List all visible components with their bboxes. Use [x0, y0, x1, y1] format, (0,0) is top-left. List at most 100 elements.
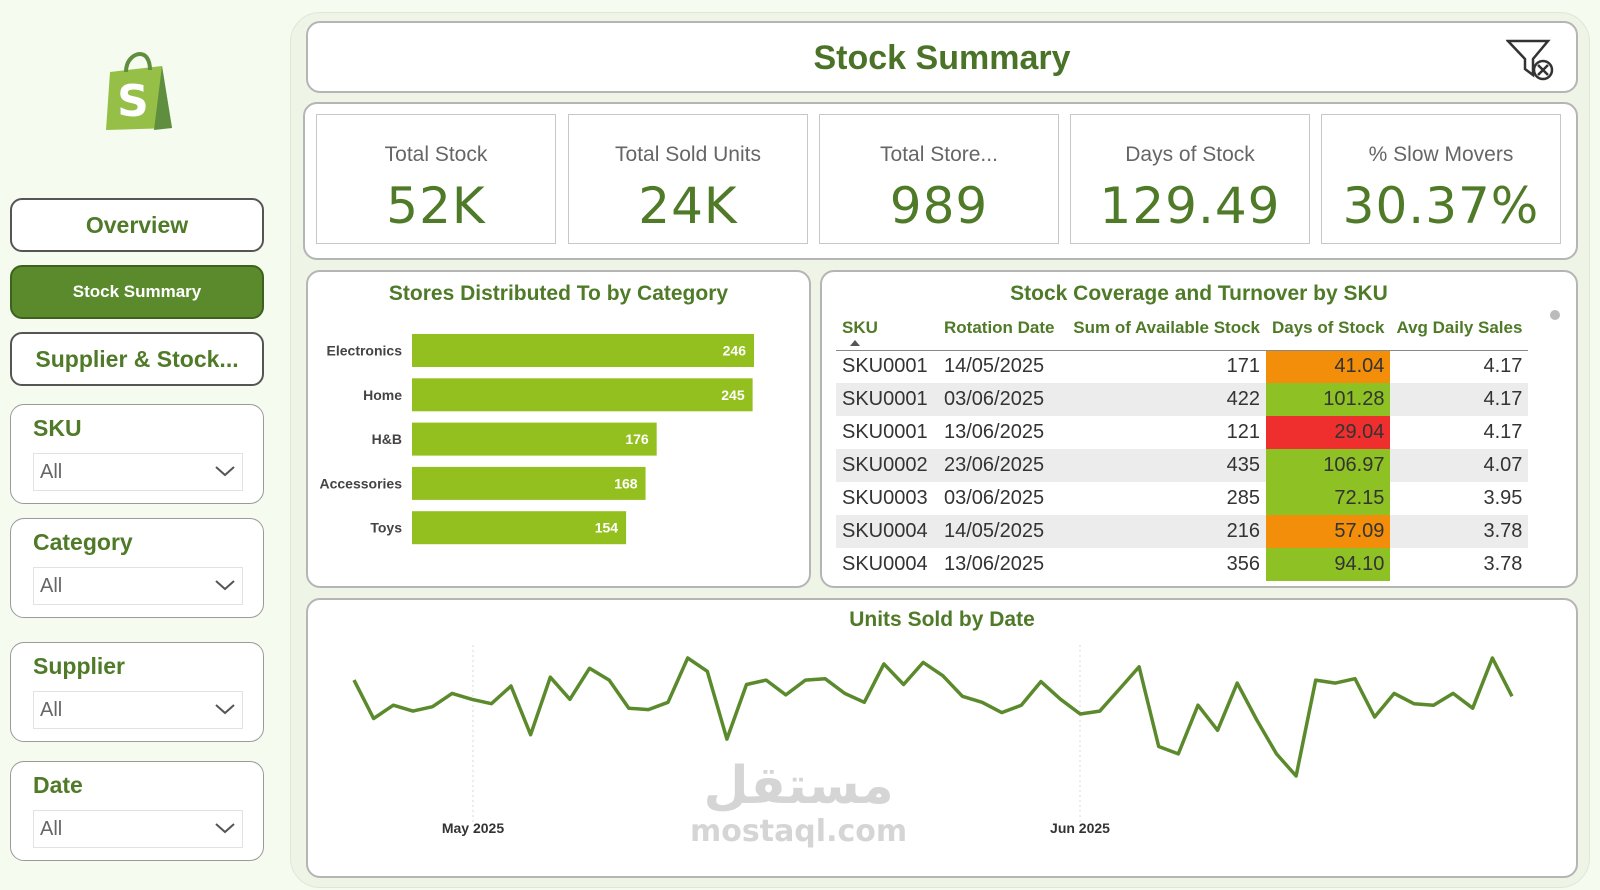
table-row[interactable]: SKU0001 03/06/2025 422 101.28 4.17 [836, 383, 1529, 416]
sku-table: SKU Rotation Date Sum of Available Stock… [836, 314, 1529, 581]
bar-value-label: 176 [625, 431, 649, 447]
bar-category-label: Electronics [327, 343, 403, 359]
bar-category-label: Toys [370, 520, 402, 536]
table-row[interactable]: SKU0003 03/06/2025 285 72.15 3.95 [836, 482, 1528, 515]
chevron-down-icon [215, 580, 235, 591]
table-title: Stock Coverage and Turnover by SKU [1010, 282, 1388, 305]
sort-ascending-icon [850, 340, 860, 346]
kpi-value: 30.37% [1342, 177, 1540, 235]
kpi-label: Total Sold Units [615, 143, 761, 166]
bar[interactable] [412, 334, 754, 367]
kpi-value: 989 [889, 177, 989, 235]
cell-available-stock: 422 [1066, 383, 1266, 416]
kpi-days-of-stock: Days of Stock 129.49 [1070, 114, 1310, 244]
chevron-down-icon [215, 823, 235, 834]
column-header-available-stock[interactable]: Sum of Available Stock [1066, 314, 1266, 351]
watermark: مستقل mostaql.com [690, 758, 907, 849]
cell-available-stock: 216 [1066, 515, 1266, 548]
clear-filter-icon[interactable] [1506, 37, 1554, 83]
sku-slicer: SKU All [10, 404, 264, 504]
cell-sku: SKU0004 [842, 553, 928, 575]
cell-avg-daily-sales: 4.17 [1483, 421, 1523, 443]
bar-category-label: Accessories [319, 475, 402, 491]
cell-avg-daily-sales: 4.17 [1390, 383, 1529, 416]
bar-value-label: 154 [595, 520, 619, 536]
bar[interactable] [412, 422, 657, 456]
units-sold-line[interactable] [352, 656, 1514, 778]
cell-sku: SKU0001 [836, 383, 938, 416]
bar[interactable] [412, 466, 646, 500]
chevron-down-icon [215, 704, 235, 715]
sku-coverage-table: Stock Coverage and Turnover by SKU SKU R… [820, 270, 1578, 588]
cell-avg-daily-sales: 3.95 [1483, 487, 1523, 509]
cell-days-of-stock: 29.04 [1266, 416, 1391, 449]
column-header-avg-daily-sales[interactable]: Avg Daily Sales [1390, 314, 1529, 351]
cell-rotation-date: 14/05/2025 [938, 515, 1066, 548]
column-header-label: SKU [842, 318, 878, 337]
date-dropdown[interactable]: All [33, 810, 243, 848]
bar-value-label: 245 [721, 387, 745, 403]
table-row[interactable]: SKU0002 23/06/2025 435 106.97 4.07 [836, 449, 1529, 482]
nav-stock-summary-button[interactable]: Stock Summary [10, 265, 264, 319]
cell-avg-daily-sales: 4.17 [1483, 355, 1523, 378]
column-header-rotation-date[interactable]: Rotation Date [938, 314, 1066, 351]
nav-supplier-stock-button[interactable]: Supplier & Stock... [10, 332, 264, 386]
cell-available-stock: 171 [1226, 355, 1260, 378]
column-header-days-of-stock[interactable]: Days of Stock [1266, 314, 1391, 351]
cell-rotation-date: 13/06/2025 [944, 553, 1045, 575]
cell-rotation-date: 23/06/2025 [938, 449, 1066, 482]
kpi-total-stores: Total Store... 989 [819, 114, 1059, 244]
cell-available-stock: 121 [1226, 421, 1260, 443]
bar[interactable] [412, 511, 627, 545]
x-tick-label: Jun 2025 [1050, 820, 1110, 836]
cell-avg-daily-sales: 4.07 [1390, 449, 1529, 482]
bar-category-label: Home [363, 387, 402, 403]
table-header-row: SKU Rotation Date Sum of Available Stock… [836, 314, 1529, 351]
chevron-down-icon [215, 466, 235, 477]
page-title: Stock Summary [813, 39, 1071, 77]
kpi-label: Total Store... [880, 143, 998, 166]
cell-sku: SKU0004 [836, 515, 938, 548]
table-row[interactable]: SKU0004 13/06/2025 356 94.10 3.78 [836, 548, 1528, 581]
scrollbar-thumb[interactable] [1550, 310, 1560, 320]
line-chart-svg: May 2025 Jun 2025 [352, 645, 1514, 836]
category-dropdown-value: All [40, 574, 63, 597]
stores-by-category-chart: Stores Distributed To by Category Electr… [306, 270, 811, 588]
cell-avg-daily-sales: 3.78 [1390, 515, 1529, 548]
category-dropdown[interactable]: All [33, 567, 243, 605]
kpi-label: Total Stock [384, 143, 488, 166]
category-slicer: Category All [10, 518, 264, 618]
column-header-sku[interactable]: SKU [836, 314, 938, 351]
supplier-dropdown[interactable]: All [33, 691, 243, 729]
cell-rotation-date: 14/05/2025 [944, 355, 1045, 378]
watermark-arabic: مستقل [703, 756, 894, 816]
cell-available-stock: 285 [1226, 487, 1260, 509]
kpi-label: % Slow Movers [1368, 143, 1514, 166]
bar-category-label: H&B [372, 431, 402, 447]
kpi-value: 52K [386, 177, 486, 235]
x-tick-label: May 2025 [442, 820, 504, 836]
cell-available-stock: 435 [1066, 449, 1266, 482]
cell-days-of-stock: 57.09 [1266, 515, 1391, 548]
sku-dropdown[interactable]: All [33, 453, 243, 491]
cell-available-stock: 356 [1226, 553, 1260, 575]
watermark-latin: mostaql.com [690, 814, 908, 849]
cell-days-of-stock: 72.15 [1266, 482, 1391, 515]
sku-slicer-title: SKU [33, 415, 82, 441]
bar[interactable] [412, 378, 753, 412]
cell-avg-daily-sales: 3.78 [1483, 553, 1523, 575]
cell-days-of-stock: 106.97 [1266, 449, 1391, 482]
nav-overview-button[interactable]: Overview [10, 198, 264, 252]
cell-days-of-stock: 94.10 [1266, 548, 1391, 581]
units-sold-by-date-chart: Units Sold by Date May 2025 Jun 2025 [306, 598, 1578, 878]
kpi-label: Days of Stock [1125, 143, 1255, 166]
cell-sku: SKU0001 [842, 355, 928, 378]
cell-rotation-date: 03/06/2025 [938, 383, 1066, 416]
kpi-value: 129.49 [1099, 177, 1281, 235]
table-row[interactable]: SKU0001 13/06/2025 121 29.04 4.17 [836, 416, 1528, 449]
cell-rotation-date: 13/06/2025 [944, 421, 1045, 443]
table-row[interactable]: SKU0001 14/05/2025 171 41.04 4.17 [836, 350, 1528, 383]
cell-sku: SKU0002 [836, 449, 938, 482]
supplier-slicer: Supplier All [10, 642, 264, 742]
table-row[interactable]: SKU0004 14/05/2025 216 57.09 3.78 [836, 515, 1529, 548]
